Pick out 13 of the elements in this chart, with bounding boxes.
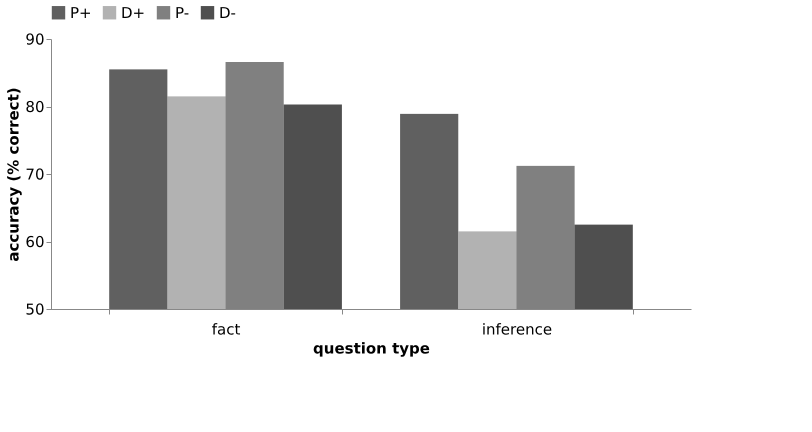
legend-label: D- [219, 4, 236, 22]
legend-label: P- [175, 4, 190, 22]
y-tick-label: 70 [25, 166, 44, 184]
legend-label: P+ [70, 4, 92, 22]
y-tick-label: 50 [25, 300, 44, 318]
y-axis-title: accuracy (% correct) [4, 87, 22, 262]
y-tick-label: 80 [25, 98, 44, 116]
x-tick-label: fact [212, 320, 240, 338]
y-tick-label: 60 [25, 233, 44, 251]
x-axis-title: question type [313, 340, 430, 358]
x-tick-label: inference [482, 320, 552, 338]
y-tick-label: 90 [25, 30, 44, 48]
legend-label: D+ [121, 4, 146, 22]
